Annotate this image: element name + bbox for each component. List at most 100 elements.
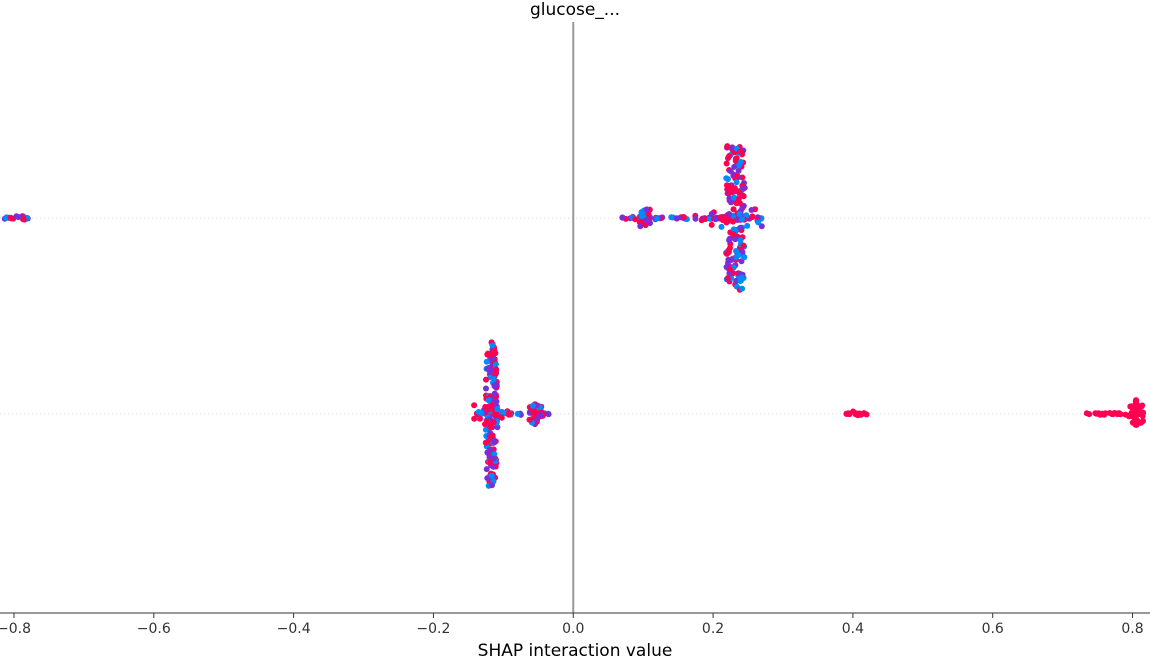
data-point-row1-cluster2 xyxy=(632,216,639,223)
data-point-row2-cluster2 xyxy=(537,412,544,419)
data-point-row2-cluster1 xyxy=(482,439,489,446)
data-point-row2-cluster1 xyxy=(477,415,483,422)
data-point-row1-cluster2 xyxy=(653,215,660,222)
data-point-row1-cluster4 xyxy=(748,207,755,213)
data-point-row2-cluster1 xyxy=(483,385,489,392)
x-tick-label: 0.4 xyxy=(842,621,864,637)
data-point-row1-cluster4 xyxy=(726,190,733,196)
data-point-row1-cluster1 xyxy=(7,214,14,221)
data-point-row1-cluster4 xyxy=(733,277,740,284)
data-point-row1-cluster4 xyxy=(737,148,744,155)
data-point-row1-cluster4 xyxy=(737,237,744,244)
data-point-row1-cluster4 xyxy=(728,199,734,206)
data-point-row1-cluster4 xyxy=(726,235,733,242)
data-point-row2-cluster2 xyxy=(531,408,538,415)
data-point-row1-cluster4 xyxy=(730,231,737,238)
data-point-row1-cluster4 xyxy=(733,155,740,162)
row-gridlines xyxy=(0,217,1150,415)
data-point-row1-cluster3 xyxy=(668,214,675,221)
data-point-row2-cluster1 xyxy=(489,432,496,439)
data-point-row1-cluster4 xyxy=(726,217,733,224)
data-point-row2-cluster4 xyxy=(1095,410,1102,417)
data-point-row2-cluster3 xyxy=(846,411,853,417)
data-point-row2-cluster1 xyxy=(482,426,489,433)
data-point-row1-cluster4 xyxy=(734,172,741,179)
data-point-row2-cluster2 xyxy=(514,410,521,417)
x-tick-label: −0.2 xyxy=(416,621,450,637)
data-point-row1-cluster4 xyxy=(712,216,719,223)
data-point-row1-cluster4 xyxy=(737,159,744,165)
data-point-row1-cluster4 xyxy=(739,174,746,181)
data-point-row2-cluster4 xyxy=(1138,403,1145,410)
data-point-row1-cluster4 xyxy=(737,277,744,284)
data-point-row2-cluster1 xyxy=(492,411,499,418)
data-point-row1-cluster4 xyxy=(733,179,740,186)
data-point-row2-cluster1 xyxy=(493,398,500,405)
data-point-row2-cluster1 xyxy=(493,366,500,373)
data-point-row1-cluster1 xyxy=(13,213,20,220)
data-point-row1-cluster4 xyxy=(755,219,762,226)
data-point-row2-cluster2 xyxy=(526,416,533,423)
data-point-row1-cluster4 xyxy=(735,167,742,174)
data-point-row1-cluster4 xyxy=(726,249,732,255)
data-point-row1-cluster4 xyxy=(730,226,737,233)
data-point-row2-cluster1 xyxy=(485,397,492,404)
data-point-row1-cluster4 xyxy=(736,211,743,217)
data-point-row1-cluster2 xyxy=(643,206,650,213)
data-point-row1-cluster4 xyxy=(722,214,729,221)
data-point-row2-cluster1 xyxy=(482,403,489,410)
data-point-row2-cluster1 xyxy=(471,402,478,409)
data-point-row1-cluster4 xyxy=(733,200,740,207)
data-point-row2-cluster2 xyxy=(534,416,541,423)
data-point-row2-cluster4 xyxy=(1110,411,1116,418)
data-point-row1-cluster3 xyxy=(680,214,687,220)
data-point-row1-cluster4 xyxy=(708,221,715,228)
x-tick-label: 0.8 xyxy=(1121,621,1143,637)
data-point-row2-cluster1 xyxy=(471,415,478,422)
data-point-row2-cluster1 xyxy=(483,358,490,365)
data-point-row1-cluster4 xyxy=(739,192,746,199)
data-point-row2-cluster1 xyxy=(498,414,505,421)
x-tick-label: 0.0 xyxy=(562,621,584,637)
data-point-row2-cluster1 xyxy=(492,370,499,377)
data-point-row2-cluster3 xyxy=(852,411,859,418)
data-point-row2-cluster4 xyxy=(1101,411,1108,418)
data-point-row1-cluster4 xyxy=(730,194,737,201)
data-point-row2-cluster1 xyxy=(487,424,494,431)
x-tick-label: −0.8 xyxy=(0,621,31,637)
data-point-row1-cluster4 xyxy=(739,285,746,292)
data-point-row2-cluster4 xyxy=(1083,410,1090,417)
data-point-row2-cluster1 xyxy=(484,365,491,372)
data-point-row2-cluster1 xyxy=(491,451,498,457)
data-point-row2-cluster2 xyxy=(530,402,536,409)
data-point-row1-cluster4 xyxy=(740,242,747,249)
data-point-row1-cluster2 xyxy=(637,223,644,230)
data-point-row2-cluster1 xyxy=(490,419,497,426)
data-point-row2-cluster1 xyxy=(488,472,495,479)
data-point-row1-cluster4 xyxy=(740,185,747,192)
data-point-row1-cluster4 xyxy=(749,213,756,220)
data-point-row2-cluster4 xyxy=(1127,403,1134,410)
data-point-row2-cluster4 xyxy=(1137,419,1144,426)
data-point-row1-cluster2 xyxy=(619,214,626,221)
data-point-row2-cluster1 xyxy=(491,390,498,397)
data-points xyxy=(1,143,1147,489)
x-tick-label: 0.6 xyxy=(982,621,1004,637)
data-point-row2-cluster1 xyxy=(493,381,500,388)
data-point-row1-cluster4 xyxy=(741,254,748,261)
data-point-row1-cluster2 xyxy=(642,222,649,229)
data-point-row1-cluster4 xyxy=(744,222,751,229)
data-point-row1-cluster4 xyxy=(735,252,742,259)
data-point-row1-cluster4 xyxy=(758,223,765,230)
data-point-row2-cluster2 xyxy=(505,410,512,417)
data-point-row2-cluster4 xyxy=(1132,417,1139,424)
data-point-row1-cluster4 xyxy=(723,160,730,167)
data-point-row2-cluster1 xyxy=(490,455,497,462)
data-point-row2-cluster1 xyxy=(483,376,489,383)
data-point-row1-cluster2 xyxy=(644,216,651,223)
data-point-row2-cluster4 xyxy=(1116,410,1122,417)
data-point-row2-cluster4 xyxy=(1131,412,1138,419)
data-point-row1-cluster4 xyxy=(725,155,731,162)
data-point-row1-cluster4 xyxy=(718,223,725,230)
data-point-row1-cluster4 xyxy=(727,266,733,273)
